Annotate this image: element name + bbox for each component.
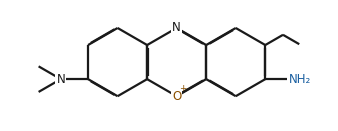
Text: +: + (179, 84, 187, 93)
Text: N: N (172, 21, 181, 34)
Text: O: O (172, 90, 181, 103)
Text: NH₂: NH₂ (289, 73, 311, 86)
Text: N: N (56, 73, 65, 86)
